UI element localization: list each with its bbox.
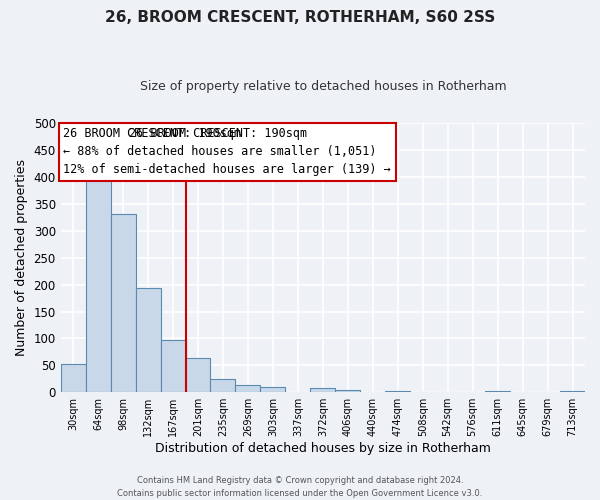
Text: 26 BROOM CRESCENT: 190sqm
← 88% of detached houses are smaller (1,051)
12% of se: 26 BROOM CRESCENT: 190sqm ← 88% of detac…	[63, 128, 391, 176]
Text: Contains HM Land Registry data © Crown copyright and database right 2024.
Contai: Contains HM Land Registry data © Crown c…	[118, 476, 482, 498]
Text: 26, BROOM CRESCENT, ROTHERHAM, S60 2SS: 26, BROOM CRESCENT, ROTHERHAM, S60 2SS	[105, 10, 495, 25]
Text: 26 BROOM CRESCENT: 190sqm: 26 BROOM CRESCENT: 190sqm	[129, 128, 307, 140]
Bar	[260, 388, 286, 392]
Bar	[161, 340, 185, 392]
Bar	[485, 390, 510, 392]
Bar	[86, 174, 110, 392]
X-axis label: Distribution of detached houses by size in Rotherham: Distribution of detached houses by size …	[155, 442, 491, 455]
Bar	[235, 385, 260, 392]
Bar	[61, 364, 86, 392]
Bar	[185, 358, 211, 392]
Bar	[211, 379, 235, 392]
Bar	[310, 388, 335, 392]
Title: Size of property relative to detached houses in Rotherham: Size of property relative to detached ho…	[140, 80, 506, 93]
Bar	[560, 390, 585, 392]
Bar	[335, 390, 360, 392]
Bar	[136, 288, 161, 392]
Y-axis label: Number of detached properties: Number of detached properties	[15, 160, 28, 356]
Bar	[385, 391, 410, 392]
Bar	[110, 214, 136, 392]
